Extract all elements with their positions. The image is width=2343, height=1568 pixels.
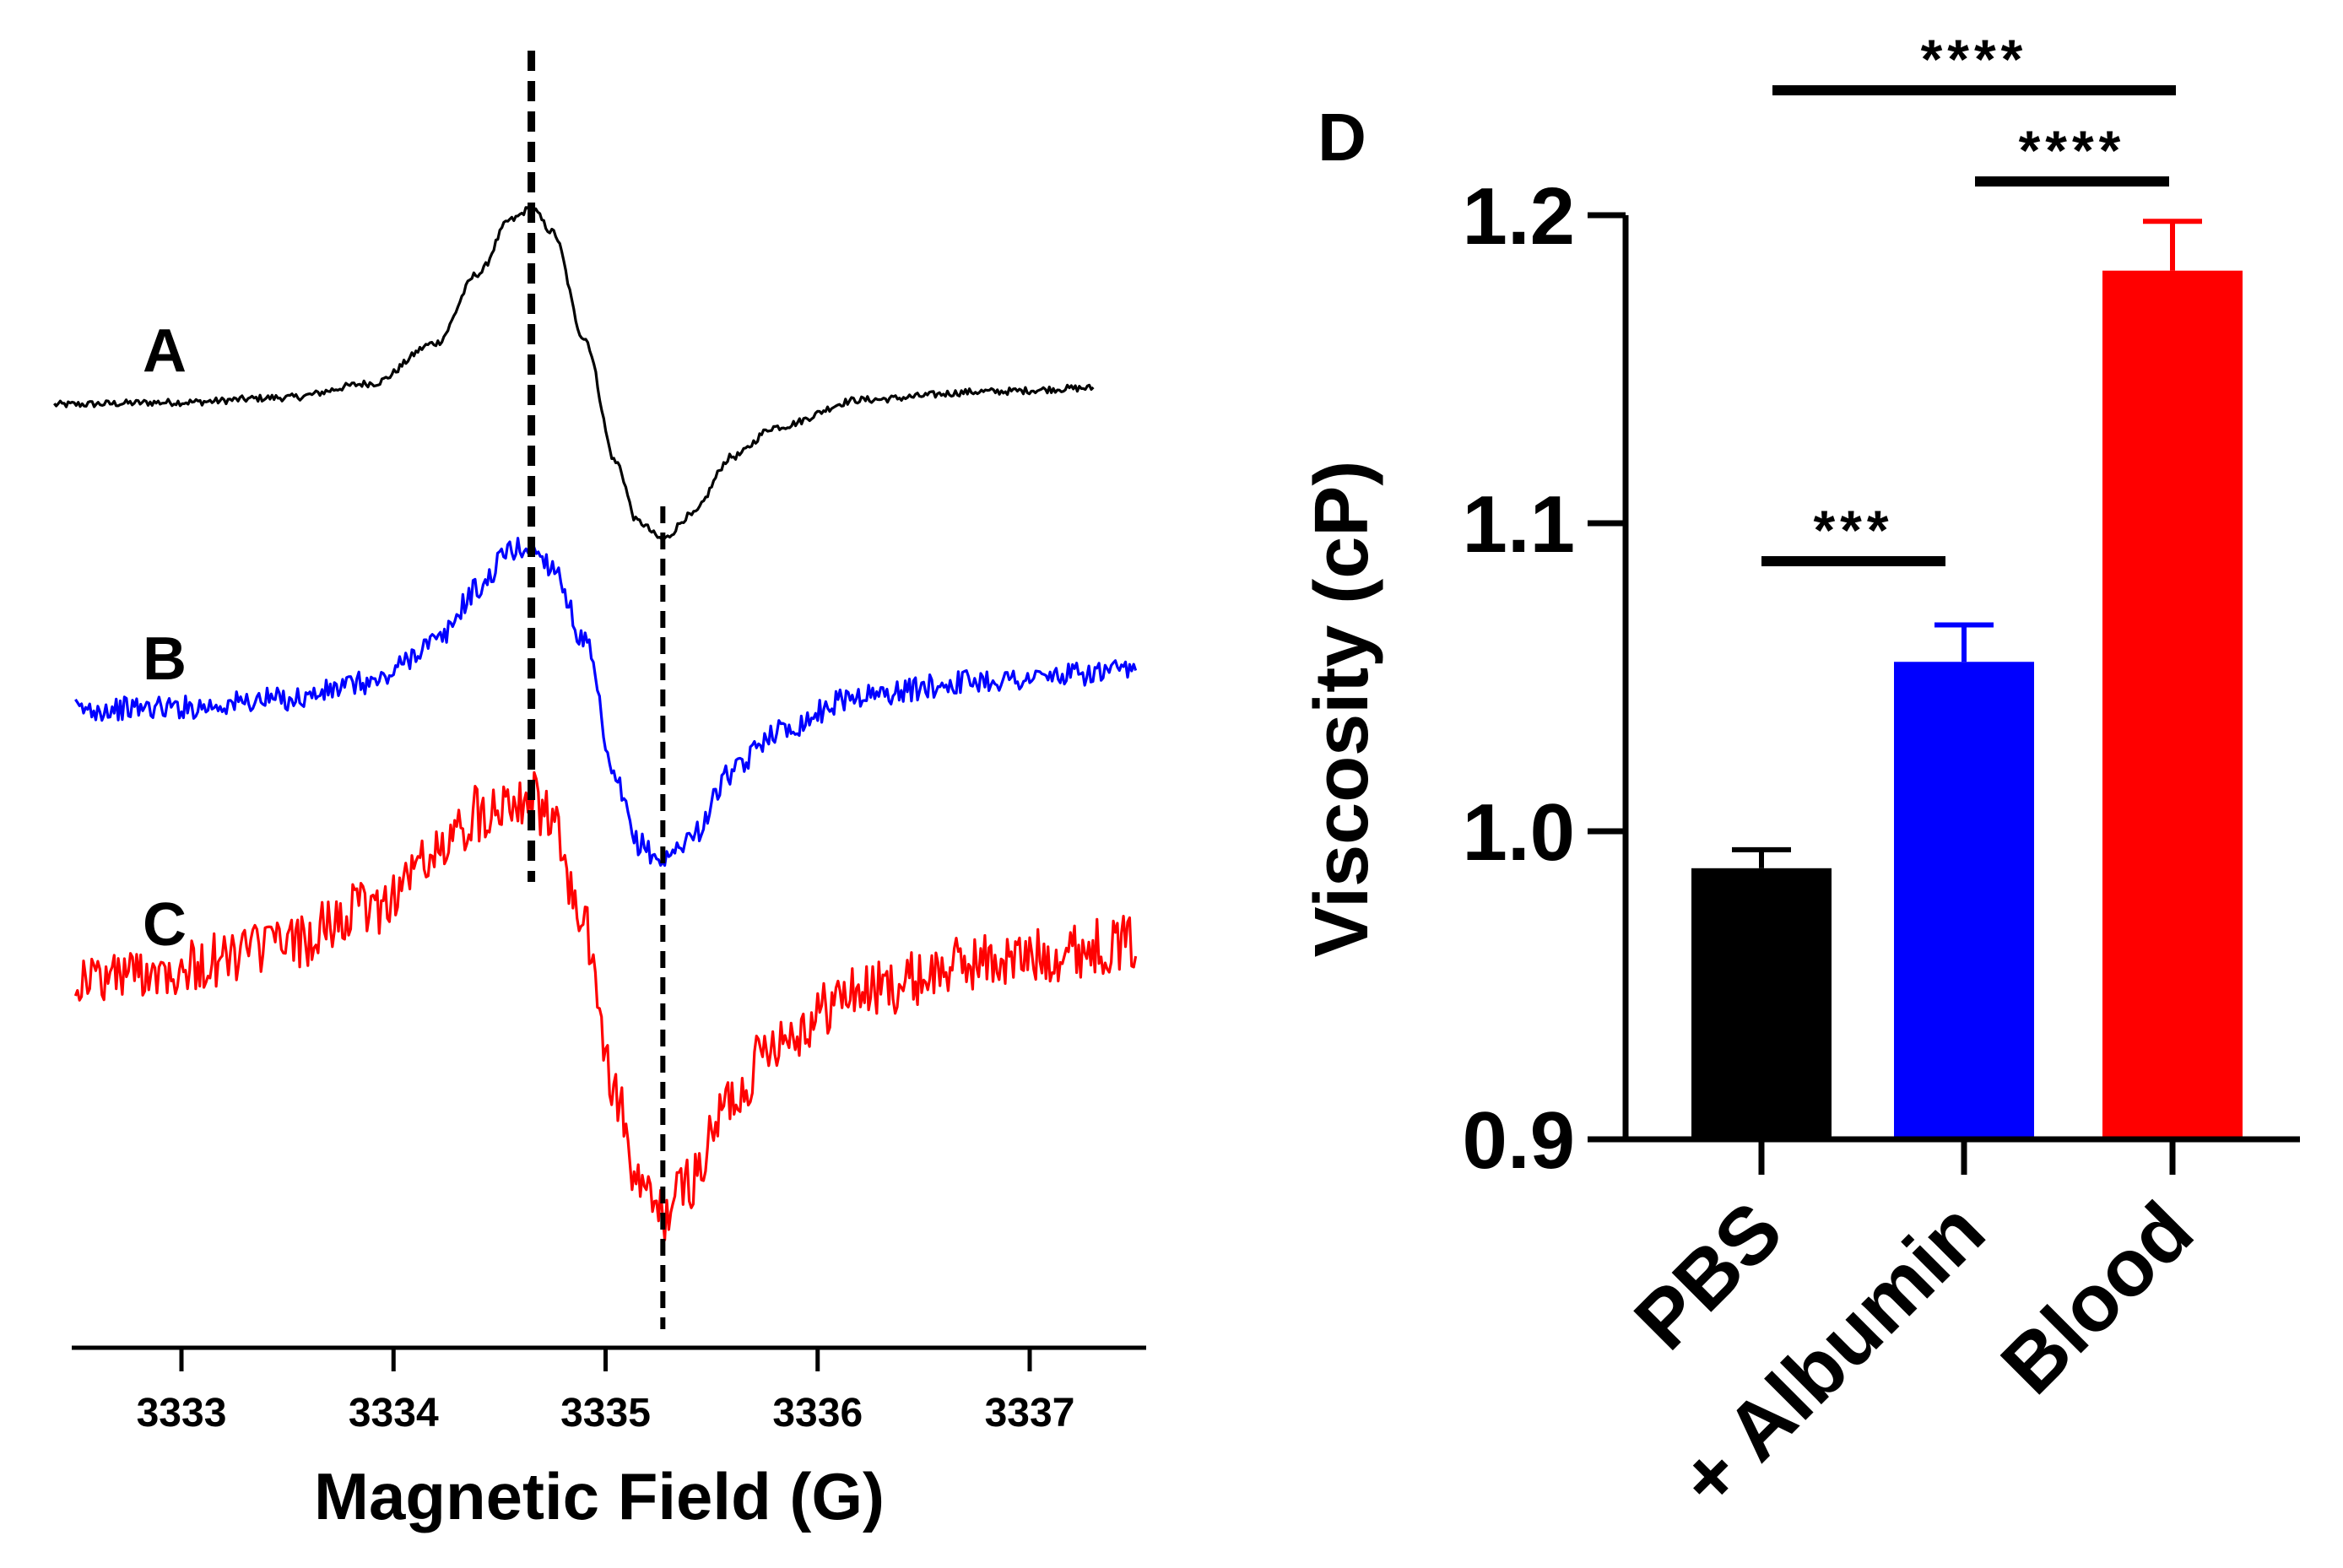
trace-b bbox=[74, 537, 1138, 868]
bar-blood bbox=[2102, 270, 2243, 1140]
epr-traces bbox=[53, 206, 1138, 1241]
epr-guide-lines bbox=[528, 51, 666, 1329]
viscosity-y-axis-title: Viscosity (cP) bbox=[1300, 461, 1384, 958]
epr-x-tick-label: 3334 bbox=[349, 1391, 439, 1436]
epr-x-tick-label: 3333 bbox=[137, 1391, 227, 1436]
epr-x-axis-title: Magnetic Field (G) bbox=[314, 1459, 885, 1533]
epr-x-tick-label: 3337 bbox=[985, 1391, 1075, 1436]
viscosity-y-tick-label: 1.0 bbox=[1463, 787, 1575, 878]
trace-label-b: B bbox=[143, 625, 187, 693]
significance-stars: *** bbox=[1813, 499, 1893, 561]
epr-x-tick-label: 3336 bbox=[772, 1391, 863, 1436]
viscosity-y-tick-label: 0.9 bbox=[1463, 1095, 1575, 1186]
trace-c bbox=[73, 770, 1138, 1241]
epr-x-ticks: 3333 3334 3335 3336 3337 bbox=[137, 1348, 1075, 1436]
viscosity-bars bbox=[1691, 219, 2243, 1140]
trace-a bbox=[53, 206, 1095, 541]
significance-stars: **** bbox=[1921, 28, 2028, 90]
panel-label-d: D bbox=[1318, 100, 1366, 175]
trace-label-a: A bbox=[143, 317, 187, 385]
viscosity-y-ticks: 0.9 1.0 1.1 1.2 bbox=[1463, 171, 1626, 1186]
significance-stars: **** bbox=[2019, 119, 2126, 181]
viscosity-y-tick-label: 1.1 bbox=[1463, 479, 1575, 570]
bar-pbs bbox=[1691, 868, 1832, 1139]
bar-albumin bbox=[1894, 662, 2034, 1139]
significance-brackets: *********** bbox=[1761, 28, 2176, 566]
trace-label-c: C bbox=[143, 891, 187, 959]
viscosity-y-tick-label: 1.2 bbox=[1463, 171, 1575, 262]
epr-spectra-panel: A B C 3333 3334 3335 3336 3337 Magnetic Fiel… bbox=[53, 51, 1146, 1533]
epr-x-tick-label: 3335 bbox=[560, 1391, 651, 1436]
